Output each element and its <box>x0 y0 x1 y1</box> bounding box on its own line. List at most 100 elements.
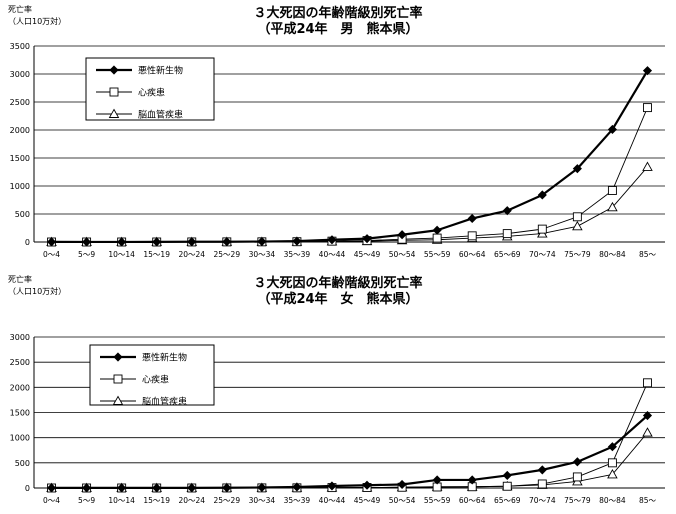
x-tick-label: 10～14 <box>108 496 135 505</box>
x-tick-label: 15～19 <box>143 250 170 259</box>
x-tick-label: 85～ <box>639 496 657 505</box>
data-point <box>222 483 232 493</box>
series-1 <box>46 410 653 493</box>
data-point <box>607 186 617 195</box>
x-tick-label: 10～14 <box>108 250 135 259</box>
data-point <box>292 236 302 246</box>
line-chart-male: 0 500 1000 1500 2000 2500 3000 3500 0～4 5～9 10～14 1… <box>10 42 665 259</box>
data-point <box>46 483 57 493</box>
x-tick-label: 80～84 <box>599 496 626 505</box>
y-tick-label: 1000 <box>10 182 30 191</box>
data-point <box>152 237 162 247</box>
x-tick-label: 50～54 <box>389 496 416 505</box>
x-tick-label: 75～79 <box>564 250 591 259</box>
legend-label: 悪性新生物 <box>142 352 187 364</box>
data-point <box>467 475 477 485</box>
data-point <box>572 164 582 174</box>
data-point <box>537 224 547 234</box>
x-tick-label: 5～9 <box>78 496 95 505</box>
x-tick-label: 40～44 <box>319 250 346 259</box>
y-tick-label: 1500 <box>10 409 30 418</box>
x-tick-label: 45～49 <box>354 250 381 259</box>
y-tick-label: 0 <box>25 238 30 247</box>
data-point <box>362 234 372 244</box>
x-tick-label: 70～74 <box>529 250 556 259</box>
y-axis-label: 死亡率 <box>8 275 32 284</box>
legend-label: 悪性新生物 <box>138 65 183 77</box>
data-point <box>607 201 618 212</box>
series-line <box>51 107 648 243</box>
x-tick-label: 30～34 <box>249 496 276 505</box>
x-tick-label: 55～59 <box>424 496 451 505</box>
y-axis-unit-label: （人口10万対） <box>8 287 67 296</box>
y-tick-label: 1500 <box>10 154 30 163</box>
series-line <box>51 166 648 243</box>
series-line <box>51 414 649 489</box>
data-point <box>642 427 653 437</box>
chart-title: ３大死因の年齢階級別死亡率 <box>253 276 423 291</box>
data-point <box>643 378 652 388</box>
x-tick-label: 80～84 <box>599 250 626 259</box>
x-tick-label: 35～39 <box>284 250 311 259</box>
data-point <box>117 237 127 247</box>
data-point <box>257 236 267 247</box>
x-tick-label: 25～29 <box>214 250 241 259</box>
legend-marker <box>113 374 123 384</box>
data-point <box>187 237 197 247</box>
data-point <box>432 233 442 243</box>
chart-panel-male: ３大死因の年齢階級別死亡率 （平成24年 男 熊本県） 死亡率 （人口10万対）… <box>8 5 665 259</box>
legend-marker <box>109 87 119 97</box>
y-tick-label: 1000 <box>10 434 30 443</box>
x-tick-label: 60～64 <box>459 496 486 505</box>
data-point <box>222 237 232 247</box>
data-point <box>537 465 547 475</box>
x-tick-label: 55～59 <box>424 250 451 259</box>
x-tick-label: 65～69 <box>494 496 521 505</box>
x-tick-label: 60～64 <box>459 250 486 259</box>
data-point <box>397 479 407 490</box>
chart-panel-female: ３大死因の年齢階級別死亡率 （平成24年 女 熊本県） 死亡率 （人口10万対）… <box>0 270 676 514</box>
data-point <box>502 229 512 239</box>
x-tick-label: 85～ <box>639 250 657 259</box>
data-point <box>362 480 372 490</box>
x-tick-label: 0～4 <box>43 250 60 259</box>
data-point <box>607 458 617 468</box>
data-point <box>537 190 547 200</box>
data-point <box>537 479 547 489</box>
data-point <box>502 481 512 491</box>
series-2 <box>47 103 652 247</box>
y-tick-label: 2000 <box>10 383 30 392</box>
legend-label: 心疾患 <box>142 374 169 386</box>
data-point <box>607 124 617 135</box>
data-point <box>572 220 583 231</box>
line-chart-female: 0 500 1000 1500 2000 2500 3000 0～4 5～9 10～14 15～19… <box>10 333 665 505</box>
series-1 <box>46 66 653 247</box>
data-point <box>572 472 582 482</box>
data-point <box>292 482 302 492</box>
y-tick-label: 2500 <box>10 358 30 367</box>
y-tick-label: 3500 <box>10 42 30 51</box>
x-tick-label: 35～39 <box>284 496 311 505</box>
data-point <box>643 103 652 113</box>
y-tick-label: 2500 <box>10 98 30 107</box>
data-point <box>572 212 582 222</box>
x-tick-label: 20～24 <box>178 250 205 259</box>
chart-subtitle: （平成24年 女 熊本県） <box>257 292 419 307</box>
data-point <box>82 237 92 247</box>
data-point <box>642 410 653 421</box>
data-point <box>257 482 267 493</box>
data-point <box>502 470 512 480</box>
legend-marker <box>108 108 120 118</box>
y-tick-label: 2000 <box>10 126 30 135</box>
x-tick-label: 75～79 <box>564 496 591 505</box>
chart-title: ３大死因の年齢階級別死亡率 <box>253 6 423 21</box>
x-tick-label: 40～44 <box>319 496 346 505</box>
x-tick-label: 25～29 <box>214 496 241 505</box>
x-tick-label: 65～69 <box>494 250 521 259</box>
y-tick-label: 3000 <box>10 70 30 79</box>
legend-marker <box>112 395 124 405</box>
legend-label: 心疾患 <box>138 87 165 99</box>
data-point <box>397 230 407 240</box>
